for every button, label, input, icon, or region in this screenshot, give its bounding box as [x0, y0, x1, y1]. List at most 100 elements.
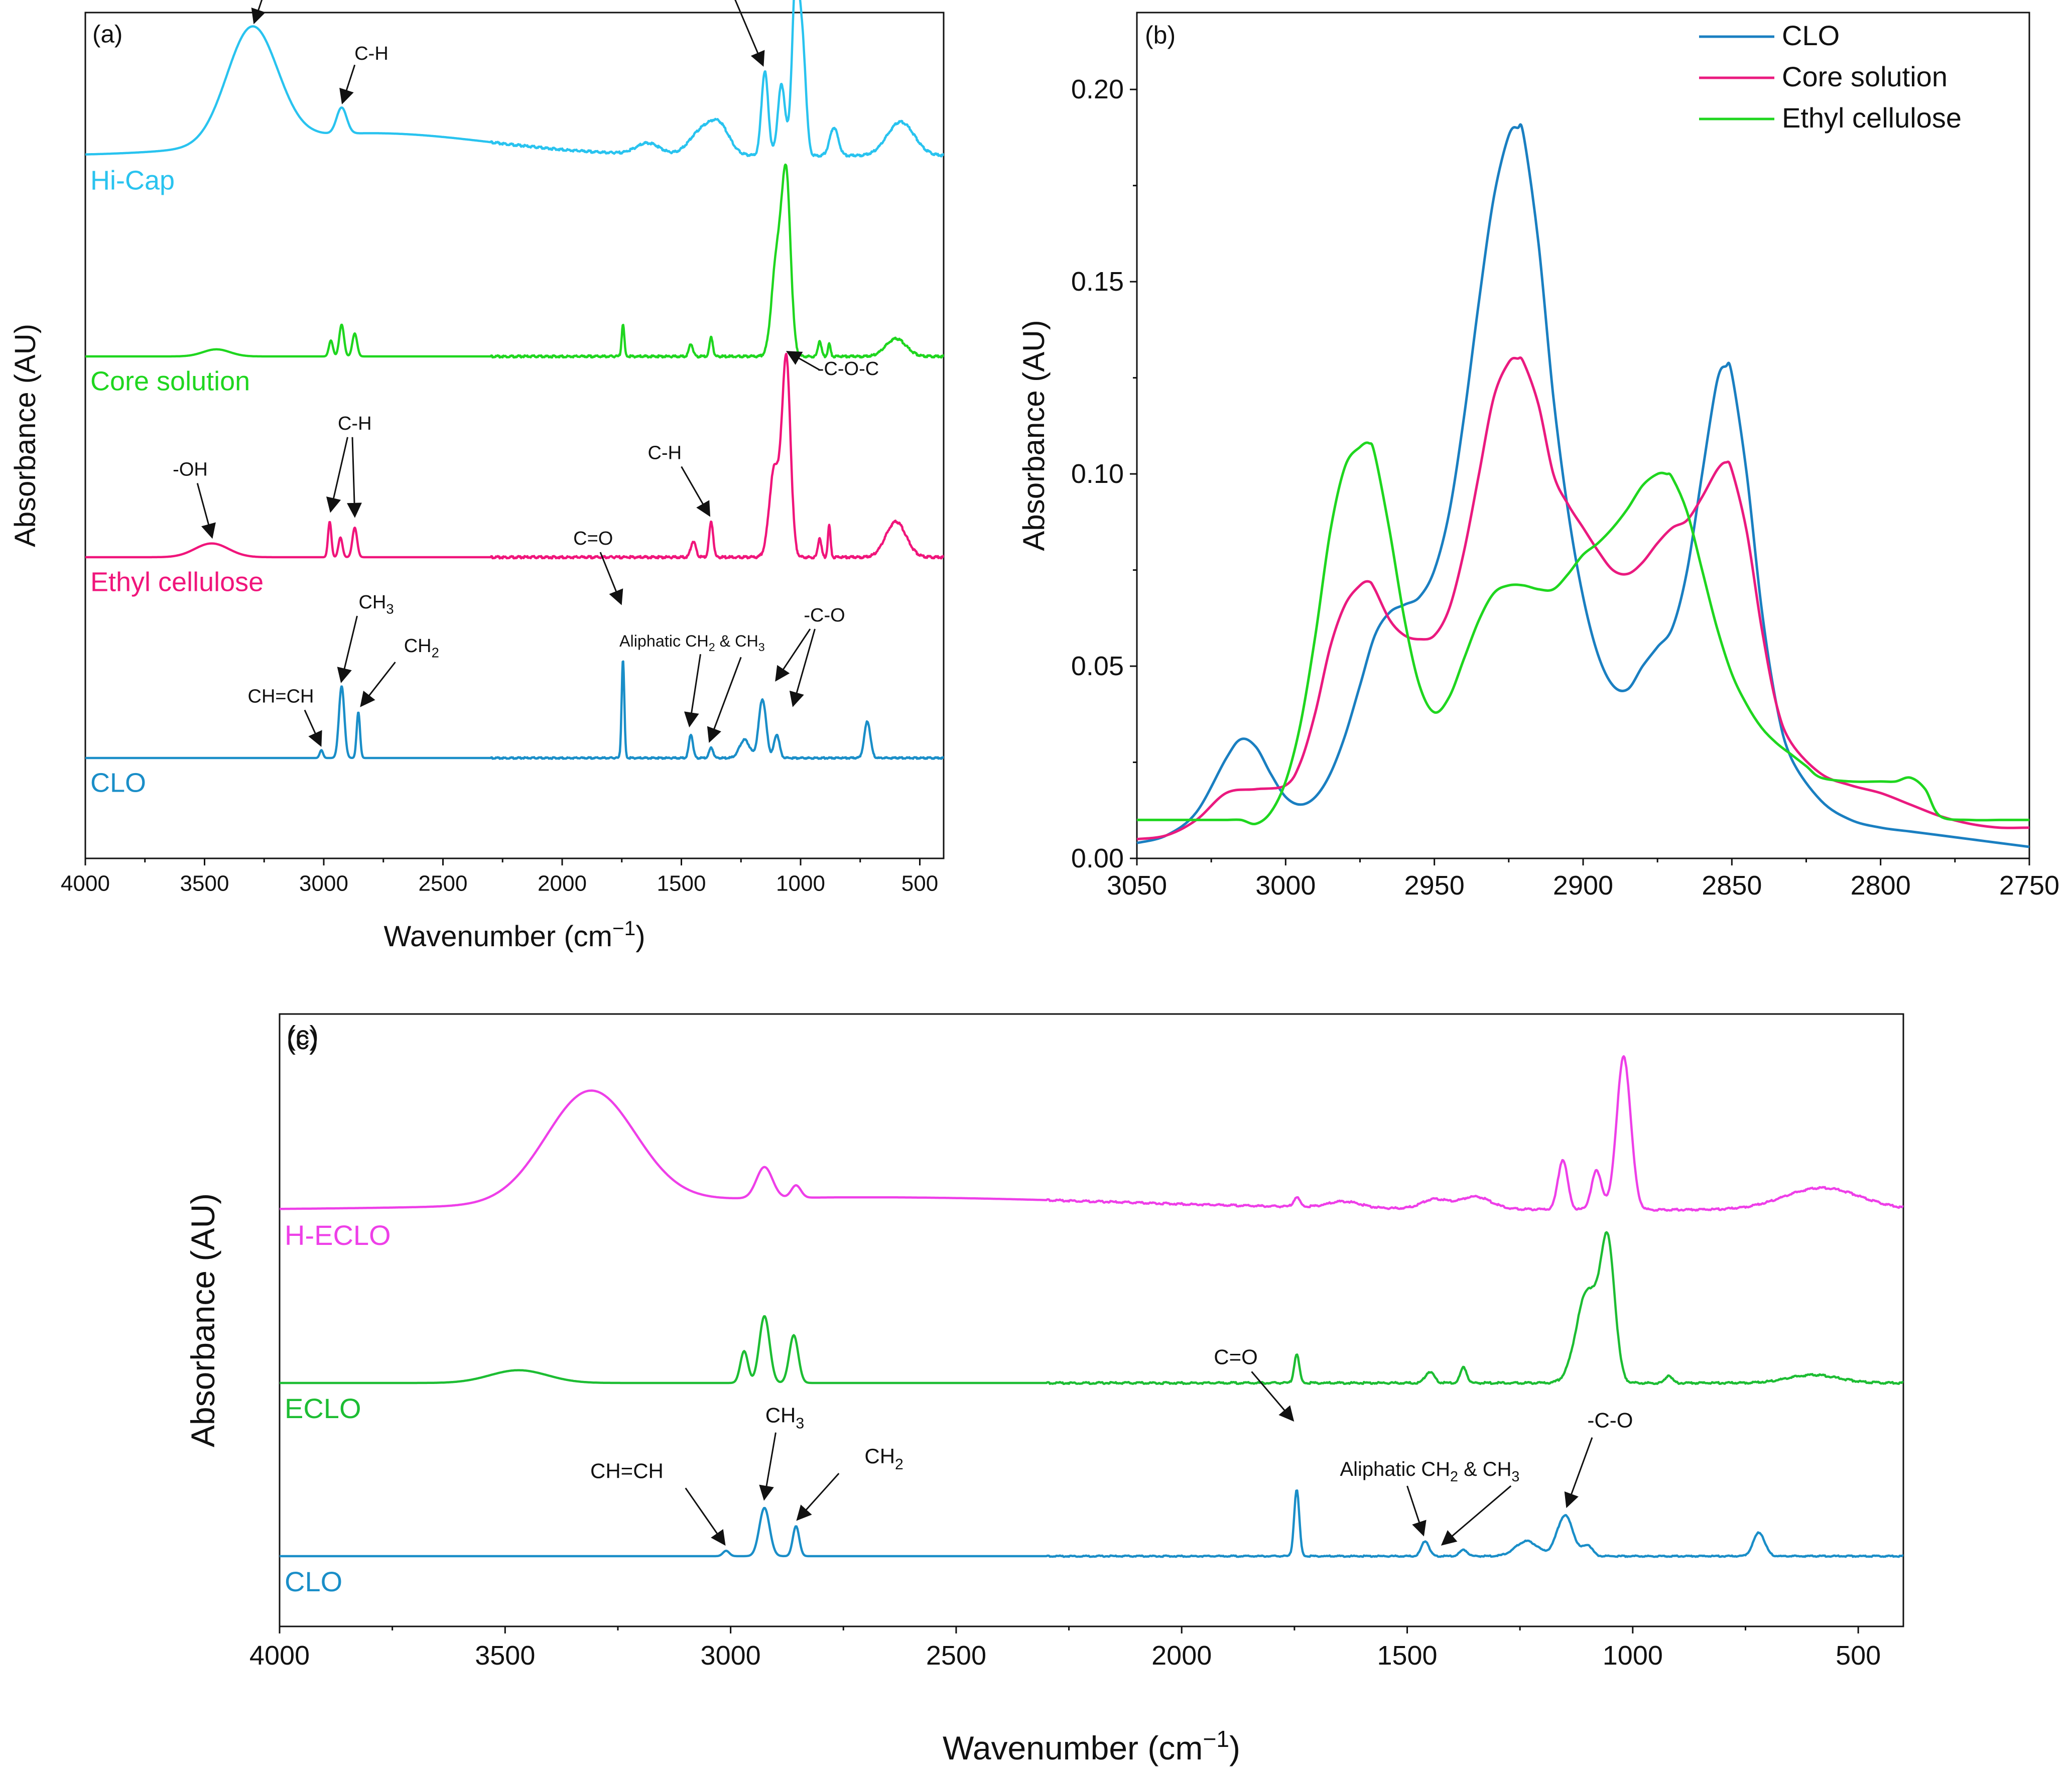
annotation-label: C=O [1214, 1345, 1258, 1368]
x-tick-label: 2850 [1702, 870, 1762, 901]
annotation-label: CH=CH [248, 686, 314, 707]
plot-frame [84, 12, 945, 859]
annotation-text: CH [765, 1404, 796, 1427]
annotation-label: C-H [648, 442, 682, 463]
x-tick-label: 2000 [1151, 1640, 1212, 1671]
annotation-text: C-H [338, 413, 372, 434]
x-axis-label: Wavenumber (cm−1) [943, 1726, 1240, 1766]
series-label: Core solution [90, 366, 250, 397]
plot-frame [1136, 12, 2030, 859]
annotation-text: C=O [573, 528, 613, 549]
annotation-label: CH=CH [590, 1459, 664, 1482]
annotation-subscript: 3 [1511, 1469, 1519, 1485]
annotation-text: -C-O [1587, 1409, 1633, 1432]
annotation-text: CH=CH [248, 686, 314, 707]
panel-label: (b) [1145, 21, 1176, 49]
series-line-eclo [279, 1231, 1904, 1385]
annotation-arrow [1441, 1485, 1512, 1546]
panel-label: (c) [287, 1025, 318, 1055]
panel-a: 4000 3500 3000 2500 2000 1500 1000 500 Hi-Cap Cor… [9, 0, 945, 953]
annotation-arrow [360, 662, 396, 707]
annotation-arrow [599, 552, 623, 605]
panel-label: (a) [92, 20, 122, 48]
x-tick-label: 2500 [419, 871, 468, 896]
annotation-arrow [685, 1487, 726, 1546]
x-tick-label: 2500 [926, 1640, 986, 1671]
x-tick-label: 2900 [1553, 870, 1613, 901]
annotation-arrow [339, 64, 356, 104]
annotation-subscript: 3 [386, 601, 394, 617]
y-axis-label: Absorbance (AU) [9, 324, 42, 547]
series-label: H-ECLO [285, 1219, 391, 1251]
annotation-arrow [251, 0, 266, 25]
annotation-text: C-H [648, 442, 682, 463]
x-tick-label: 500 [901, 871, 938, 896]
annotation-arrow [326, 437, 348, 513]
y-tick-label: 0.00 [1071, 843, 1124, 873]
x-tick-label: 500 [1836, 1640, 1881, 1671]
x-tick-label: 2750 [1999, 870, 2059, 901]
annotation-arrow [1564, 1437, 1593, 1508]
y-tick-label: 0.15 [1071, 267, 1124, 297]
series-line-clo [279, 1489, 1904, 1558]
x-tick-label: 2800 [1851, 870, 1911, 901]
series-line-clo [84, 660, 945, 760]
series-line-clo [1136, 123, 2030, 848]
x-axis-label: Wavenumber (cm−1) [383, 917, 645, 953]
annotation-label: -C-O-C [818, 358, 879, 380]
y-axis-label: Absorbance (AU) [1017, 320, 1051, 551]
annotation-text: & CH [715, 632, 758, 650]
series-line-h-eclo [279, 1055, 1904, 1212]
annotation-text: CH [358, 592, 386, 613]
legend-label: Core solution [1782, 61, 1948, 92]
annotation-text: CH [864, 1444, 895, 1468]
series-line-ethyl-cellulose [1137, 441, 2029, 826]
annotation-text: -C-O-C [818, 358, 879, 380]
annotation-text: & CH [1458, 1458, 1511, 1480]
annotation-label: Aliphatic CH2 & CH3 [619, 632, 765, 654]
series-line-hi-cap [84, 0, 945, 158]
annotation-arrow [796, 1473, 840, 1521]
annotation-label: -C-O [804, 605, 845, 626]
x-tick-label: 2950 [1404, 870, 1465, 901]
annotation-label: C-H [354, 43, 388, 64]
annotation-label: C-H [338, 413, 372, 434]
annotation-arrow [1406, 1485, 1427, 1537]
x-axis-label-superscript: −1 [1203, 1726, 1229, 1752]
annotation-label: CH2 [404, 636, 439, 661]
annotation-label: CH2 [864, 1444, 903, 1473]
annotation-text: -OH [173, 459, 208, 480]
annotation-subscript: 3 [796, 1416, 804, 1432]
annotation-arrow [789, 628, 816, 707]
annotation-arrow [734, 0, 765, 67]
annotation-arrow [759, 1432, 776, 1501]
x-axis-label-text: ) [1229, 1729, 1240, 1766]
annotation-label: C=O [573, 528, 613, 549]
annotation-text: -C-O [804, 605, 845, 626]
legend-label: CLO [1782, 20, 1840, 51]
x-axis-label-text: ) [635, 920, 645, 953]
annotation-arrow [337, 615, 358, 683]
series-label: ECLO [285, 1393, 361, 1424]
annotation-subscript: 2 [895, 1456, 903, 1473]
x-tick-label: 1500 [1377, 1640, 1437, 1671]
annotation-label: CH3 [765, 1404, 805, 1432]
x-tick-label: 1500 [657, 871, 706, 896]
x-tick-label: 3000 [1255, 870, 1316, 901]
annotation-text: Aliphatic CH [619, 632, 709, 650]
annotation-arrow [196, 483, 216, 539]
x-tick-label: 4000 [61, 871, 110, 896]
x-tick-label: 3050 [1107, 870, 1167, 901]
annotation-subscript: 2 [709, 641, 715, 654]
annotation-text: C-H [354, 43, 388, 64]
annotation-arrow [681, 466, 711, 517]
panel-c: 4000 3500 3000 2500 2000 1500 1000 500 H-ECLO ECL… [184, 1013, 1904, 1766]
annotation-label: Aliphatic CH2 & CH3 [1340, 1458, 1520, 1485]
annotation-label: CH3 [358, 592, 394, 617]
panel-b: 3050 3000 2950 2900 2850 2800 2750 0.00 0.05 0.10… [1017, 12, 2059, 901]
annotation-arrow [775, 628, 811, 682]
x-tick-label: 3000 [299, 871, 348, 896]
x-tick-label: 3500 [475, 1640, 535, 1671]
x-tick-label: 1000 [1603, 1640, 1663, 1671]
annotation-subscript: 3 [758, 641, 765, 654]
